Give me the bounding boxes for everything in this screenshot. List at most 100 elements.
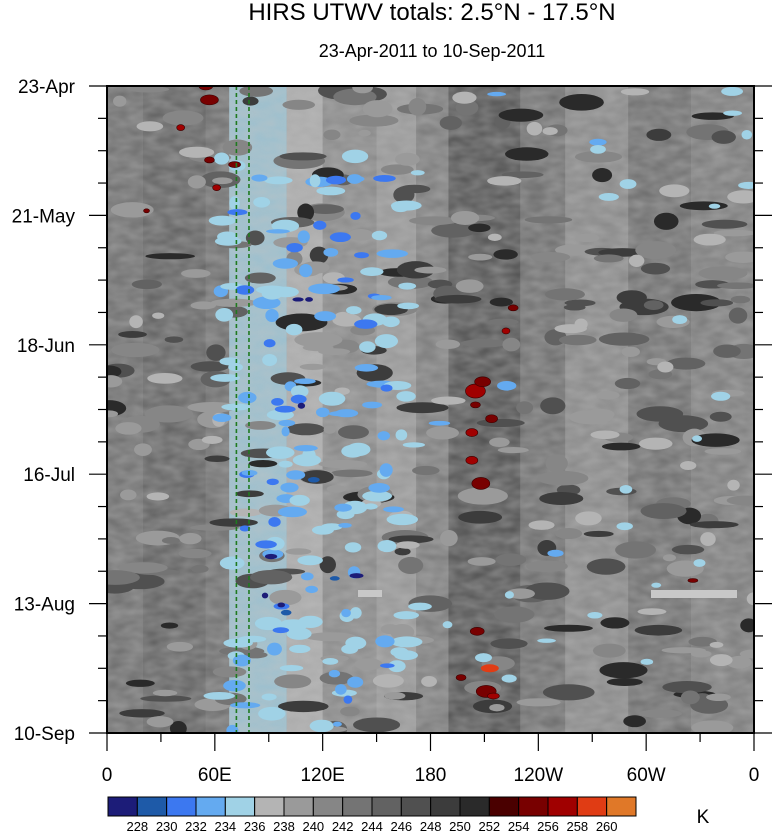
- contour-blob: [746, 592, 754, 606]
- contour-blob: [264, 176, 293, 185]
- contour-blob: [248, 459, 278, 468]
- contour-blob: [431, 396, 466, 405]
- contour-blob: [394, 547, 411, 556]
- contour-blob: [614, 377, 641, 390]
- colorbar-swatch: [342, 796, 373, 817]
- contour-blob: [693, 233, 726, 246]
- contour-blob: [680, 461, 697, 471]
- contour-blob: [250, 569, 293, 585]
- contour-blob: [179, 532, 202, 545]
- contour-blob: [230, 702, 261, 709]
- contour-blob: [232, 654, 251, 667]
- contour-blob: [640, 658, 654, 665]
- contour-blob: [493, 249, 518, 260]
- dry-core-blob: [465, 428, 479, 437]
- contour-blob: [333, 311, 352, 325]
- contour-blob: [164, 336, 184, 343]
- dry-core-blob: [176, 124, 185, 131]
- contour-blob: [600, 617, 630, 629]
- contour-blob: [292, 453, 322, 467]
- contour-blob: [487, 91, 507, 97]
- contour-blob: [178, 548, 212, 559]
- contour-blob: [542, 127, 558, 136]
- contour-blob: [255, 540, 277, 549]
- contour-blob: [118, 562, 168, 574]
- colorbar-label: 244: [361, 819, 383, 834]
- contour-blob: [290, 385, 309, 398]
- contour-blob: [341, 608, 351, 618]
- contour-blob: [558, 334, 597, 346]
- contour-blob: [272, 258, 299, 269]
- contour-blob: [280, 609, 292, 616]
- contour-blob: [279, 664, 304, 672]
- contour-blob: [328, 411, 349, 417]
- x-tick-label: 60E: [198, 765, 232, 786]
- contour-blob: [229, 508, 262, 517]
- contour-blob: [377, 540, 397, 553]
- contour-blob: [269, 589, 302, 606]
- contour-blob: [349, 114, 399, 127]
- contour-blob: [212, 413, 232, 423]
- contour-blobs: [107, 86, 754, 733]
- colorbar-label: 236: [244, 819, 266, 834]
- x-tick-label: 180: [415, 765, 447, 786]
- contour-blob: [362, 100, 393, 118]
- contour-blob: [379, 463, 393, 477]
- contour-blob: [235, 285, 255, 295]
- contour-blob: [547, 549, 564, 557]
- contour-blob: [575, 233, 600, 243]
- contour-blob: [653, 212, 679, 230]
- contour-blob: [371, 294, 392, 301]
- contour-blob: [325, 175, 347, 185]
- contour-blob: [396, 402, 449, 414]
- contour-blob: [583, 530, 614, 537]
- contour-blob: [701, 219, 748, 229]
- contour-blob: [318, 348, 351, 355]
- contour-blob: [242, 96, 259, 106]
- contour-blob: [277, 506, 307, 518]
- colorbar-label: 230: [156, 819, 178, 834]
- contour-blob: [426, 426, 460, 440]
- contour-blob: [487, 176, 522, 186]
- contour-blob: [181, 269, 211, 278]
- contour-blob: [679, 201, 728, 211]
- contour-blob: [113, 95, 127, 107]
- contour-blob: [362, 401, 383, 409]
- contour-blob: [254, 616, 283, 631]
- contour-blob: [516, 401, 534, 415]
- contour-blob: [489, 437, 510, 447]
- contour-blob: [262, 354, 278, 367]
- contour-blob: [229, 196, 240, 211]
- contour-blob: [285, 323, 303, 336]
- contour-blob: [468, 253, 493, 261]
- contour-blob: [152, 689, 178, 697]
- contour-blob: [140, 695, 192, 702]
- contour-blob: [279, 152, 327, 161]
- contour-blob: [646, 128, 672, 141]
- contour-blob: [593, 254, 624, 263]
- contour-blob: [717, 282, 754, 290]
- contour-blob: [328, 669, 341, 678]
- contour-blob: [341, 444, 365, 458]
- contour-blob: [338, 522, 352, 528]
- contour-blob: [354, 319, 378, 329]
- contour-blob: [347, 676, 364, 688]
- contour-blob: [460, 339, 509, 348]
- x-tick-label: 60W: [627, 765, 666, 786]
- contour-blob: [292, 297, 304, 302]
- colorbar-swatch: [430, 796, 461, 817]
- contour-blob: [377, 431, 391, 441]
- contour-blob: [359, 341, 376, 353]
- contour-blob: [309, 174, 321, 188]
- contour-blob: [440, 530, 458, 547]
- contour-blob: [586, 408, 615, 420]
- contour-blob: [620, 88, 650, 96]
- contour-blob: [434, 294, 482, 304]
- contour-blob: [323, 247, 339, 257]
- contour-blob: [726, 495, 754, 506]
- dry-core-blob: [487, 692, 500, 700]
- contour-blob: [537, 638, 556, 643]
- contour-blob: [662, 681, 712, 694]
- colorbar-swatch: [254, 796, 285, 817]
- contour-blob: [544, 288, 585, 301]
